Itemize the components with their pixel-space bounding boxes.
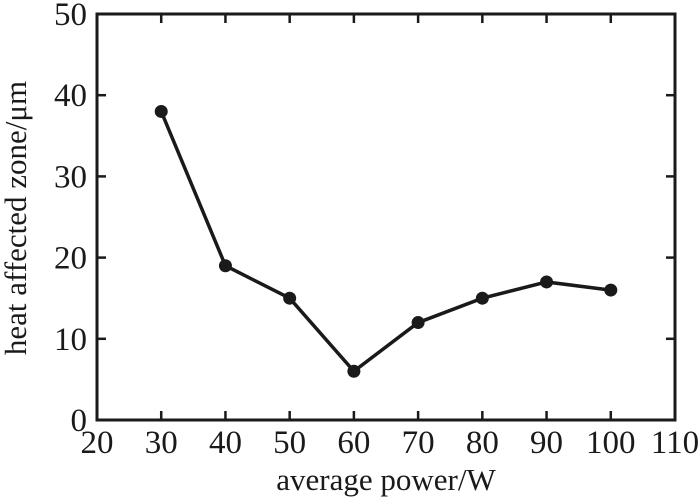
x-tick-label: 40 xyxy=(209,425,242,461)
x-tick-labels: 20 30 40 50 60 70 80 90 100 110 xyxy=(81,425,700,461)
data-line xyxy=(159,109,613,374)
data-series xyxy=(154,104,618,378)
y-tick-label: 10 xyxy=(54,322,87,358)
x-tick-label: 50 xyxy=(273,425,306,461)
x-tick-label: 20 xyxy=(81,425,114,461)
x-axis-label: average power/W xyxy=(276,462,496,497)
x-tick-label: 110 xyxy=(651,425,699,461)
x-tick-label: 90 xyxy=(530,425,563,461)
data-point xyxy=(604,283,618,297)
data-point xyxy=(154,104,168,118)
plot-area-border xyxy=(95,12,677,422)
y-tick-label: 40 xyxy=(54,78,87,114)
data-point xyxy=(347,364,361,378)
plot-box xyxy=(95,12,677,422)
axis-ticks xyxy=(97,14,675,420)
y-tick-labels: 0 10 20 30 40 50 xyxy=(54,0,87,439)
y-tick-label: 20 xyxy=(54,241,87,277)
x-tick-label: 100 xyxy=(586,425,636,461)
data-point xyxy=(475,291,489,305)
x-tick-label: 30 xyxy=(145,425,178,461)
y-tick-label: 50 xyxy=(54,0,87,33)
data-point xyxy=(283,291,297,305)
y-tick-label: 30 xyxy=(54,159,87,195)
x-tick-label: 70 xyxy=(402,425,435,461)
data-point xyxy=(218,259,232,273)
data-point xyxy=(540,275,554,289)
y-axis-label: heat affected zone/μm xyxy=(0,81,33,355)
x-tick-label: 60 xyxy=(337,425,370,461)
x-tick-label: 80 xyxy=(466,425,499,461)
data-point xyxy=(411,316,425,330)
y-tick-label: 0 xyxy=(71,403,88,439)
